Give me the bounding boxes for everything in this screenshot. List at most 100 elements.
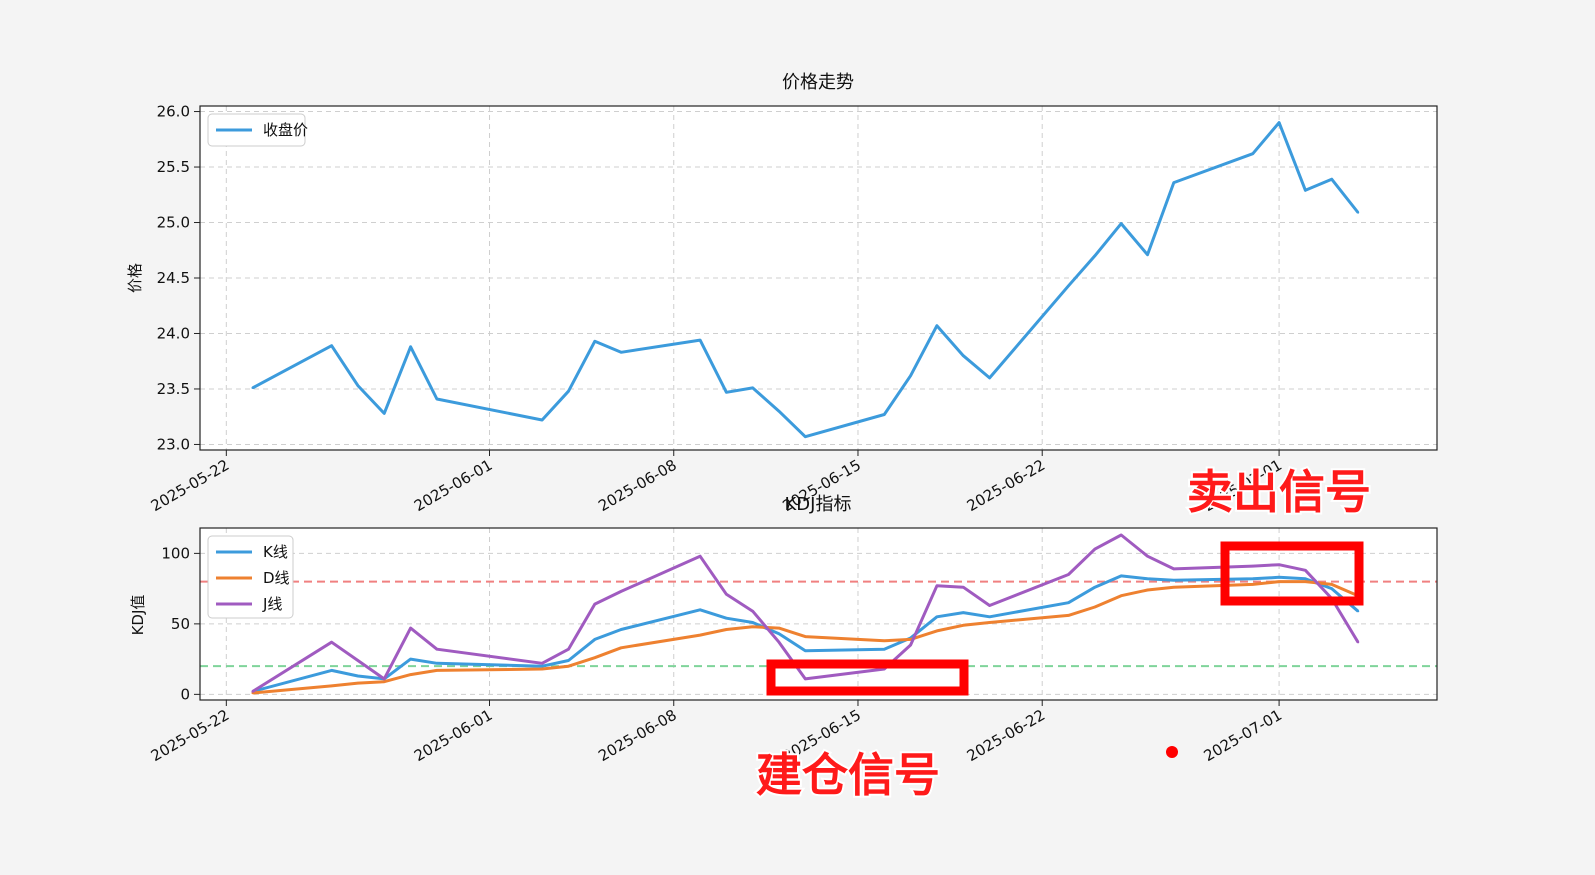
kdj-data-point <box>435 648 439 651</box>
kdj-data-point <box>1251 577 1254 580</box>
kdj-data-point <box>409 626 412 630</box>
kdj-data-point <box>1251 564 1254 568</box>
price-y-tick-label: 24.5 <box>157 269 190 287</box>
kdj-data-point <box>1277 580 1281 583</box>
price-data-point <box>593 340 596 343</box>
kdj-y-axis-label: KDJ值 <box>129 595 147 636</box>
kdj-data-point <box>330 640 333 644</box>
kdj-legend-label-k: K线 <box>263 543 288 561</box>
kdj-data-point <box>935 629 939 633</box>
kdj-data-point <box>1330 583 1333 586</box>
kdj-data-point <box>698 633 702 637</box>
kdj-data-point <box>619 590 623 593</box>
kdj-data-point <box>725 617 728 620</box>
kdj-data-point <box>593 656 596 659</box>
kdj-data-point <box>962 611 965 614</box>
buy-signal-label: 建仓信号 <box>756 748 940 802</box>
price-data-point <box>1067 284 1070 287</box>
price-data-point <box>1330 178 1333 181</box>
price-y-tick-label: 23.0 <box>157 435 190 453</box>
price-data-point <box>1172 181 1176 184</box>
price-plot-area <box>200 106 1437 450</box>
kdj-data-point <box>751 625 754 628</box>
kdj-data-point <box>356 681 360 685</box>
price-data-point <box>409 345 412 348</box>
kdj-data-point <box>988 604 991 607</box>
price-y-axis-label: 价格 <box>126 263 144 293</box>
kdj-data-point <box>540 664 544 668</box>
kdj-data-point <box>962 624 965 627</box>
price-y-tick-label: 25.5 <box>157 158 190 176</box>
kdj-y-tick-label: 50 <box>171 615 190 633</box>
price-data-point <box>1356 211 1360 214</box>
kdj-data-point <box>251 690 254 693</box>
kdj-data-point <box>1093 586 1097 589</box>
kdj-data-point <box>1304 580 1307 583</box>
kdj-data-point <box>804 635 807 638</box>
kdj-data-point <box>1146 588 1149 592</box>
price-data-point <box>725 391 728 394</box>
price-series-line-0 <box>251 121 1360 439</box>
kdj-data-point <box>1251 583 1254 586</box>
kdj-data-point <box>1277 563 1281 566</box>
kdj-data-point <box>330 669 333 672</box>
signal-annotations: 卖出信号 建仓信号 <box>754 463 1373 804</box>
kdj-data-point <box>356 674 360 678</box>
kdj-data-point <box>1172 586 1176 589</box>
price-grid <box>200 106 1437 450</box>
price-data-point <box>435 397 439 401</box>
kdj-y-ticks: 0 50 100 <box>161 544 200 703</box>
kdj-data-point <box>1119 533 1123 537</box>
kdj-data-point <box>804 649 807 652</box>
price-y-tick-label: 26.0 <box>157 103 190 121</box>
kdj-data-point <box>1330 587 1333 590</box>
kdj-data-point <box>725 628 728 631</box>
price-y-ticks: 23.0 23.5 24.0 24.5 25.0 25.5 26.0 <box>157 103 200 453</box>
kdj-series-layer <box>251 533 1360 695</box>
price-data-point <box>883 413 886 416</box>
kdj-data-point <box>751 621 754 624</box>
price-data-point <box>383 412 386 415</box>
price-y-tick-label: 23.5 <box>157 380 190 398</box>
price-data-point <box>619 351 623 354</box>
kdj-data-point <box>567 664 570 668</box>
price-data-point <box>1277 121 1281 124</box>
kdj-data-point <box>935 615 939 619</box>
kdj-data-point <box>1093 605 1097 609</box>
kdj-data-point <box>1093 547 1097 551</box>
kdj-plot-area <box>200 528 1437 700</box>
kdj-data-point <box>1172 578 1176 582</box>
price-data-point <box>251 386 254 390</box>
kdj-data-point <box>593 638 596 641</box>
kdj-data-point <box>1119 594 1123 597</box>
kdj-data-point <box>1172 567 1176 571</box>
kdj-data-point <box>1067 601 1070 604</box>
kdj-data-point <box>883 639 886 642</box>
kdj-data-point <box>698 608 702 611</box>
kdj-y-tick-label: 100 <box>161 544 190 562</box>
price-data-point <box>988 376 991 380</box>
sell-signal-label: 卖出信号 <box>1187 465 1371 519</box>
kdj-chart-title: KDJ指标 <box>785 494 852 515</box>
kdj-legend-label-j: J线 <box>262 595 282 613</box>
kdj-data-point <box>1304 569 1307 572</box>
kdj-series-line-2 <box>251 533 1360 693</box>
kdj-data-point <box>1067 614 1070 617</box>
price-legend-label: 收盘价 <box>263 121 308 139</box>
price-data-point <box>935 324 939 327</box>
price-data-point <box>804 435 807 438</box>
kdj-data-point <box>619 628 623 631</box>
kdj-data-point <box>909 643 912 647</box>
price-legend-box <box>207 113 306 147</box>
kdj-data-point <box>698 554 702 558</box>
kdj-data-point <box>435 669 439 672</box>
price-data-point <box>909 374 912 377</box>
price-data-point <box>698 338 702 342</box>
price-chart: 23.023.524.024.525.025.526.0 2025-05-22 2… <box>126 72 1438 515</box>
kdj-data-point <box>567 659 570 662</box>
price-data-point <box>777 409 781 413</box>
kdj-data-point <box>409 673 412 676</box>
kdj-data-point <box>1277 576 1281 579</box>
price-data-point <box>1146 253 1149 256</box>
